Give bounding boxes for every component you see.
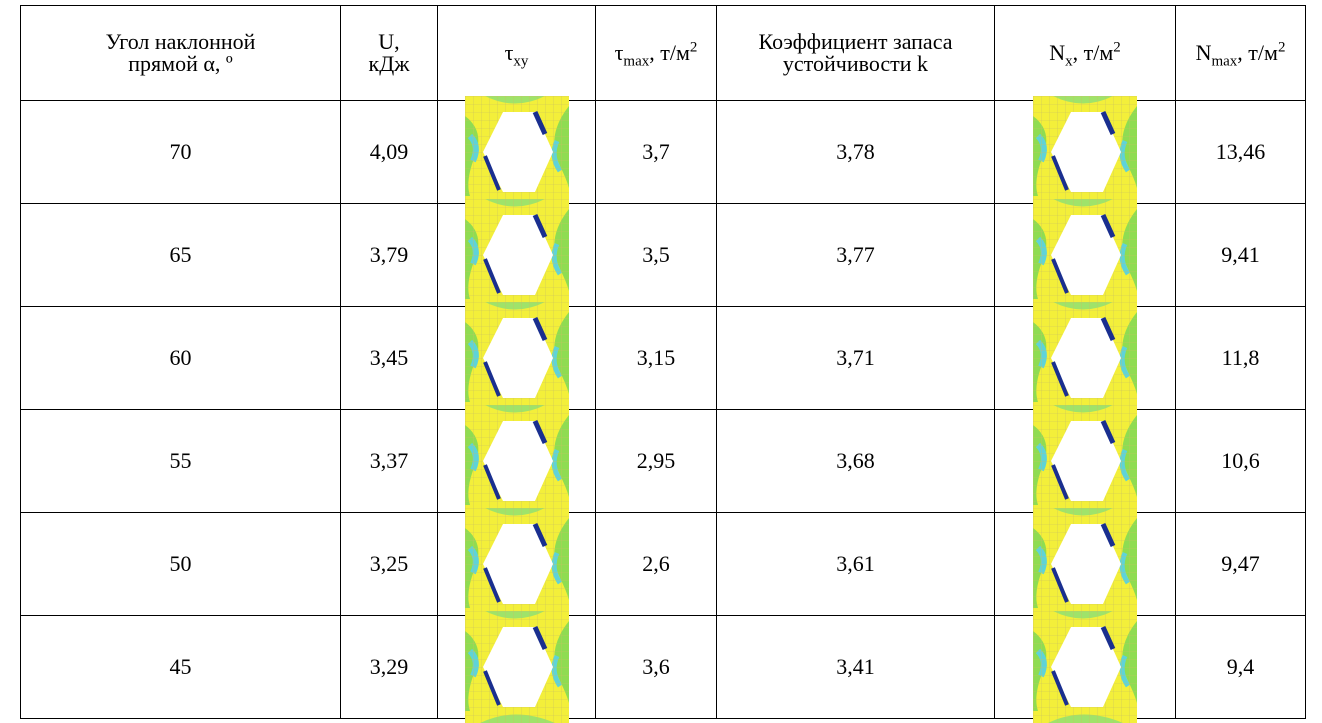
- angle-cell: 65: [20, 203, 341, 307]
- image-cell: [437, 204, 596, 307]
- table-row: 50 3,25 2,6 3,61 9,47: [20, 512, 1306, 616]
- tau-xy-field: [465, 611, 569, 723]
- header-subscript: x: [1065, 53, 1073, 70]
- n-max-cell: 10,6: [1175, 409, 1306, 513]
- header-text: N: [1195, 40, 1212, 65]
- image-cell: [437, 410, 596, 513]
- k-cell: 3,77: [716, 203, 995, 307]
- tau-xy-field: [465, 199, 569, 311]
- image-cell: [994, 513, 1176, 616]
- image-cell: [437, 616, 596, 719]
- nx-field: [1033, 611, 1137, 723]
- tau-max-cell: 2,95: [595, 409, 717, 513]
- header-cell: Nmax, т/м2: [1175, 5, 1306, 101]
- table-row: 45 3,29 3,6 3,41 9,4: [20, 615, 1306, 719]
- k-cell: 3,68: [716, 409, 995, 513]
- header-subscript: max: [1211, 53, 1238, 70]
- n-max-cell: 13,46: [1175, 100, 1306, 204]
- header-text: N: [1049, 40, 1066, 65]
- energy-cell: 3,79: [340, 203, 438, 307]
- tau-xy-field: [465, 405, 569, 517]
- tau-max-cell: 2,6: [595, 512, 717, 616]
- energy-cell: 3,25: [340, 512, 438, 616]
- n-max-cell: 9,4: [1175, 615, 1306, 719]
- header-text: Коэффициент запаса устойчивости k: [758, 29, 953, 76]
- angle-cell: 70: [20, 100, 341, 204]
- tau-max-cell: 3,5: [595, 203, 717, 307]
- tau-max-cell: 3,15: [595, 306, 717, 410]
- header-cell: U, кДж: [340, 5, 438, 101]
- header-superscript: 2: [689, 39, 698, 56]
- n-max-cell: 9,41: [1175, 203, 1306, 307]
- angle-cell: 55: [20, 409, 341, 513]
- tau-max-cell: 3,6: [595, 615, 717, 719]
- k-cell: 3,61: [716, 512, 995, 616]
- angle-cell: 60: [20, 306, 341, 410]
- image-cell: [994, 204, 1176, 307]
- nx-field: [1033, 302, 1137, 414]
- header-cell: τmax, т/м2: [595, 5, 717, 101]
- k-cell: 3,78: [716, 100, 995, 204]
- tau-xy-field: [465, 508, 569, 620]
- header-text: U, кДж: [368, 29, 410, 76]
- energy-cell: 3,37: [340, 409, 438, 513]
- k-cell: 3,71: [716, 306, 995, 410]
- table-row: 60 3,45 3,15 3,71 11,8: [20, 306, 1306, 410]
- data-table: Угол наклонной прямой α, º U, кДж τxy τmax,…: [20, 5, 1306, 719]
- tau-xy-field: [465, 96, 569, 208]
- table-row: 55 3,37 2,95 3,68 10,6: [20, 409, 1306, 513]
- image-cell: [994, 101, 1176, 204]
- nx-field: [1033, 405, 1137, 517]
- header-cell: Угол наклонной прямой α, º: [20, 5, 341, 101]
- nx-field: [1033, 96, 1137, 208]
- angle-cell: 45: [20, 615, 341, 719]
- header-unit: , т/м: [1237, 40, 1278, 65]
- image-cell: [437, 101, 596, 204]
- n-max-cell: 11,8: [1175, 306, 1306, 410]
- header-superscript: 2: [1277, 39, 1286, 56]
- header-cell: τxy: [437, 5, 596, 101]
- header-subscript: xy: [513, 53, 529, 70]
- header-text: Угол наклонной прямой α, º: [105, 29, 256, 76]
- header-row: Угол наклонной прямой α, º U, кДж τxy τmax,…: [20, 5, 1306, 101]
- n-max-cell: 9,47: [1175, 512, 1306, 616]
- header-unit: , т/м: [1072, 40, 1114, 65]
- image-cell: [437, 513, 596, 616]
- image-cell: [994, 307, 1176, 410]
- tau-max-cell: 3,7: [595, 100, 717, 204]
- header-cell: Коэффициент запаса устойчивости k: [716, 5, 995, 101]
- table-row: 65 3,79 3,5 3,77 9,41: [20, 203, 1306, 307]
- table-body: 70 4,09 3,7 3,78 13,46 65 3,79 3,5 3,77 9,41 60 3,4…: [20, 100, 1306, 719]
- header-unit: , т/м: [649, 40, 690, 65]
- energy-cell: 3,29: [340, 615, 438, 719]
- energy-cell: 4,09: [340, 100, 438, 204]
- tau-xy-field: [465, 302, 569, 414]
- table-row: 70 4,09 3,7 3,78 13,46: [20, 100, 1306, 204]
- header-text: τ: [614, 40, 624, 65]
- image-cell: [994, 410, 1176, 513]
- header-cell: Nx, т/м2: [994, 5, 1176, 101]
- header-subscript: max: [623, 53, 650, 70]
- image-cell: [437, 307, 596, 410]
- k-cell: 3,41: [716, 615, 995, 719]
- energy-cell: 3,45: [340, 306, 438, 410]
- nx-field: [1033, 508, 1137, 620]
- header-superscript: 2: [1113, 39, 1121, 56]
- angle-cell: 50: [20, 512, 341, 616]
- header-text: τ: [504, 40, 514, 65]
- nx-field: [1033, 199, 1137, 311]
- image-cell: [994, 616, 1176, 719]
